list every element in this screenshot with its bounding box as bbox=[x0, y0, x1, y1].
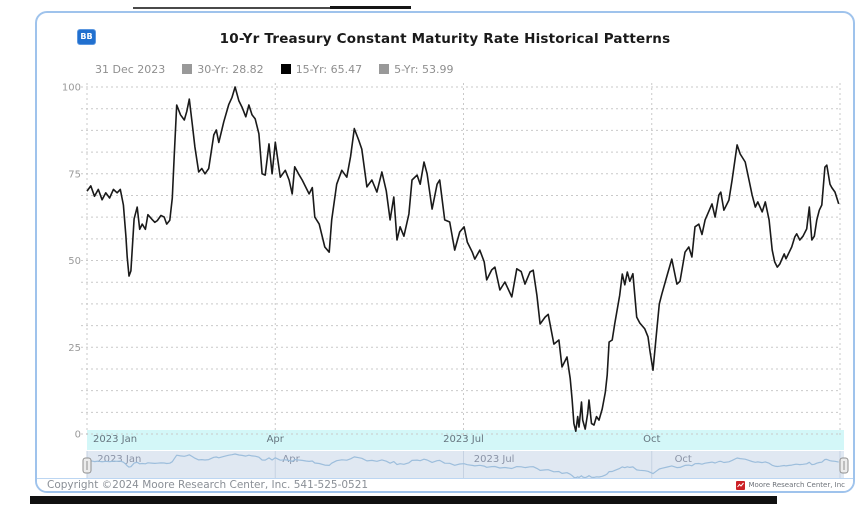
mrci-logo-icon bbox=[736, 480, 746, 490]
page-artifact-line-dark bbox=[330, 6, 411, 9]
legend-label-15yr: 15-Yr: 65.47 bbox=[295, 62, 363, 76]
x-axis-tick-label: Oct bbox=[643, 434, 660, 445]
legend-swatch-30yr-icon bbox=[182, 64, 193, 74]
copyright-bar: Copyright ©2024 Moore Research Center, I… bbox=[37, 478, 853, 491]
navigator-tick-label: Apr bbox=[282, 454, 300, 465]
x-axis-band bbox=[87, 430, 844, 450]
legend-item-5yr[interactable]: 5-Yr: 53.99 bbox=[379, 62, 454, 76]
navigator-tick-label: Oct bbox=[675, 454, 692, 465]
navigator-track[interactable] bbox=[87, 451, 844, 480]
y-axis-tick-label: 25 bbox=[68, 343, 81, 354]
legend: 31 Dec 2023 30-Yr: 28.82 15-Yr: 65.47 5-… bbox=[95, 62, 454, 76]
y-axis-tick-label: 100 bbox=[62, 83, 81, 94]
legend-label-5yr: 5-Yr: 53.99 bbox=[394, 62, 454, 76]
brand-text: Moore Research Center, Inc bbox=[748, 481, 845, 489]
y-axis-tick-label: 75 bbox=[68, 169, 81, 180]
legend-item-30yr[interactable]: 30-Yr: 28.82 bbox=[182, 62, 264, 76]
x-axis-tick-label: 2023 Jan bbox=[93, 434, 137, 445]
page-artifact-line bbox=[133, 7, 333, 9]
chart-title: 10-Yr Treasury Constant Maturity Rate Hi… bbox=[219, 31, 671, 47]
price-series-line bbox=[86, 86, 840, 433]
x-axis-tick-label: Apr bbox=[267, 434, 285, 445]
legend-swatch-15yr-icon bbox=[280, 64, 291, 74]
chart-panel: BB 10-Yr Treasury Constant Maturity Rate… bbox=[35, 11, 855, 493]
navigator-series-line bbox=[86, 453, 839, 479]
navigator-handle-right[interactable] bbox=[839, 457, 849, 474]
y-axis-tick-label: 50 bbox=[68, 256, 81, 267]
navigator-tick-label: 2023 Jan bbox=[97, 454, 141, 465]
y-axis-tick-label: 0 bbox=[75, 430, 81, 441]
legend-label-30yr: 30-Yr: 28.82 bbox=[197, 62, 264, 76]
window-bottom-edge bbox=[30, 496, 777, 504]
copyright-text: Copyright ©2024 Moore Research Center, I… bbox=[47, 479, 369, 491]
legend-swatch-5yr-icon bbox=[379, 64, 390, 74]
x-axis-tick-label: 2023 Jul bbox=[443, 434, 484, 445]
legend-date: 31 Dec 2023 bbox=[95, 62, 166, 76]
navigator-handle-left[interactable] bbox=[82, 457, 92, 474]
brand-badge[interactable]: Moore Research Center, Inc bbox=[736, 480, 845, 490]
legend-item-15yr[interactable]: 15-Yr: 65.47 bbox=[280, 62, 363, 76]
main-chart: 0 25 50 75 100 2023 Jan Apr 2023 Jul Oct 2023 Jan… bbox=[62, 83, 849, 480]
navigator-tick-label: 2023 Jul bbox=[474, 454, 515, 465]
bb-logo-badge[interactable]: BB bbox=[77, 29, 96, 45]
